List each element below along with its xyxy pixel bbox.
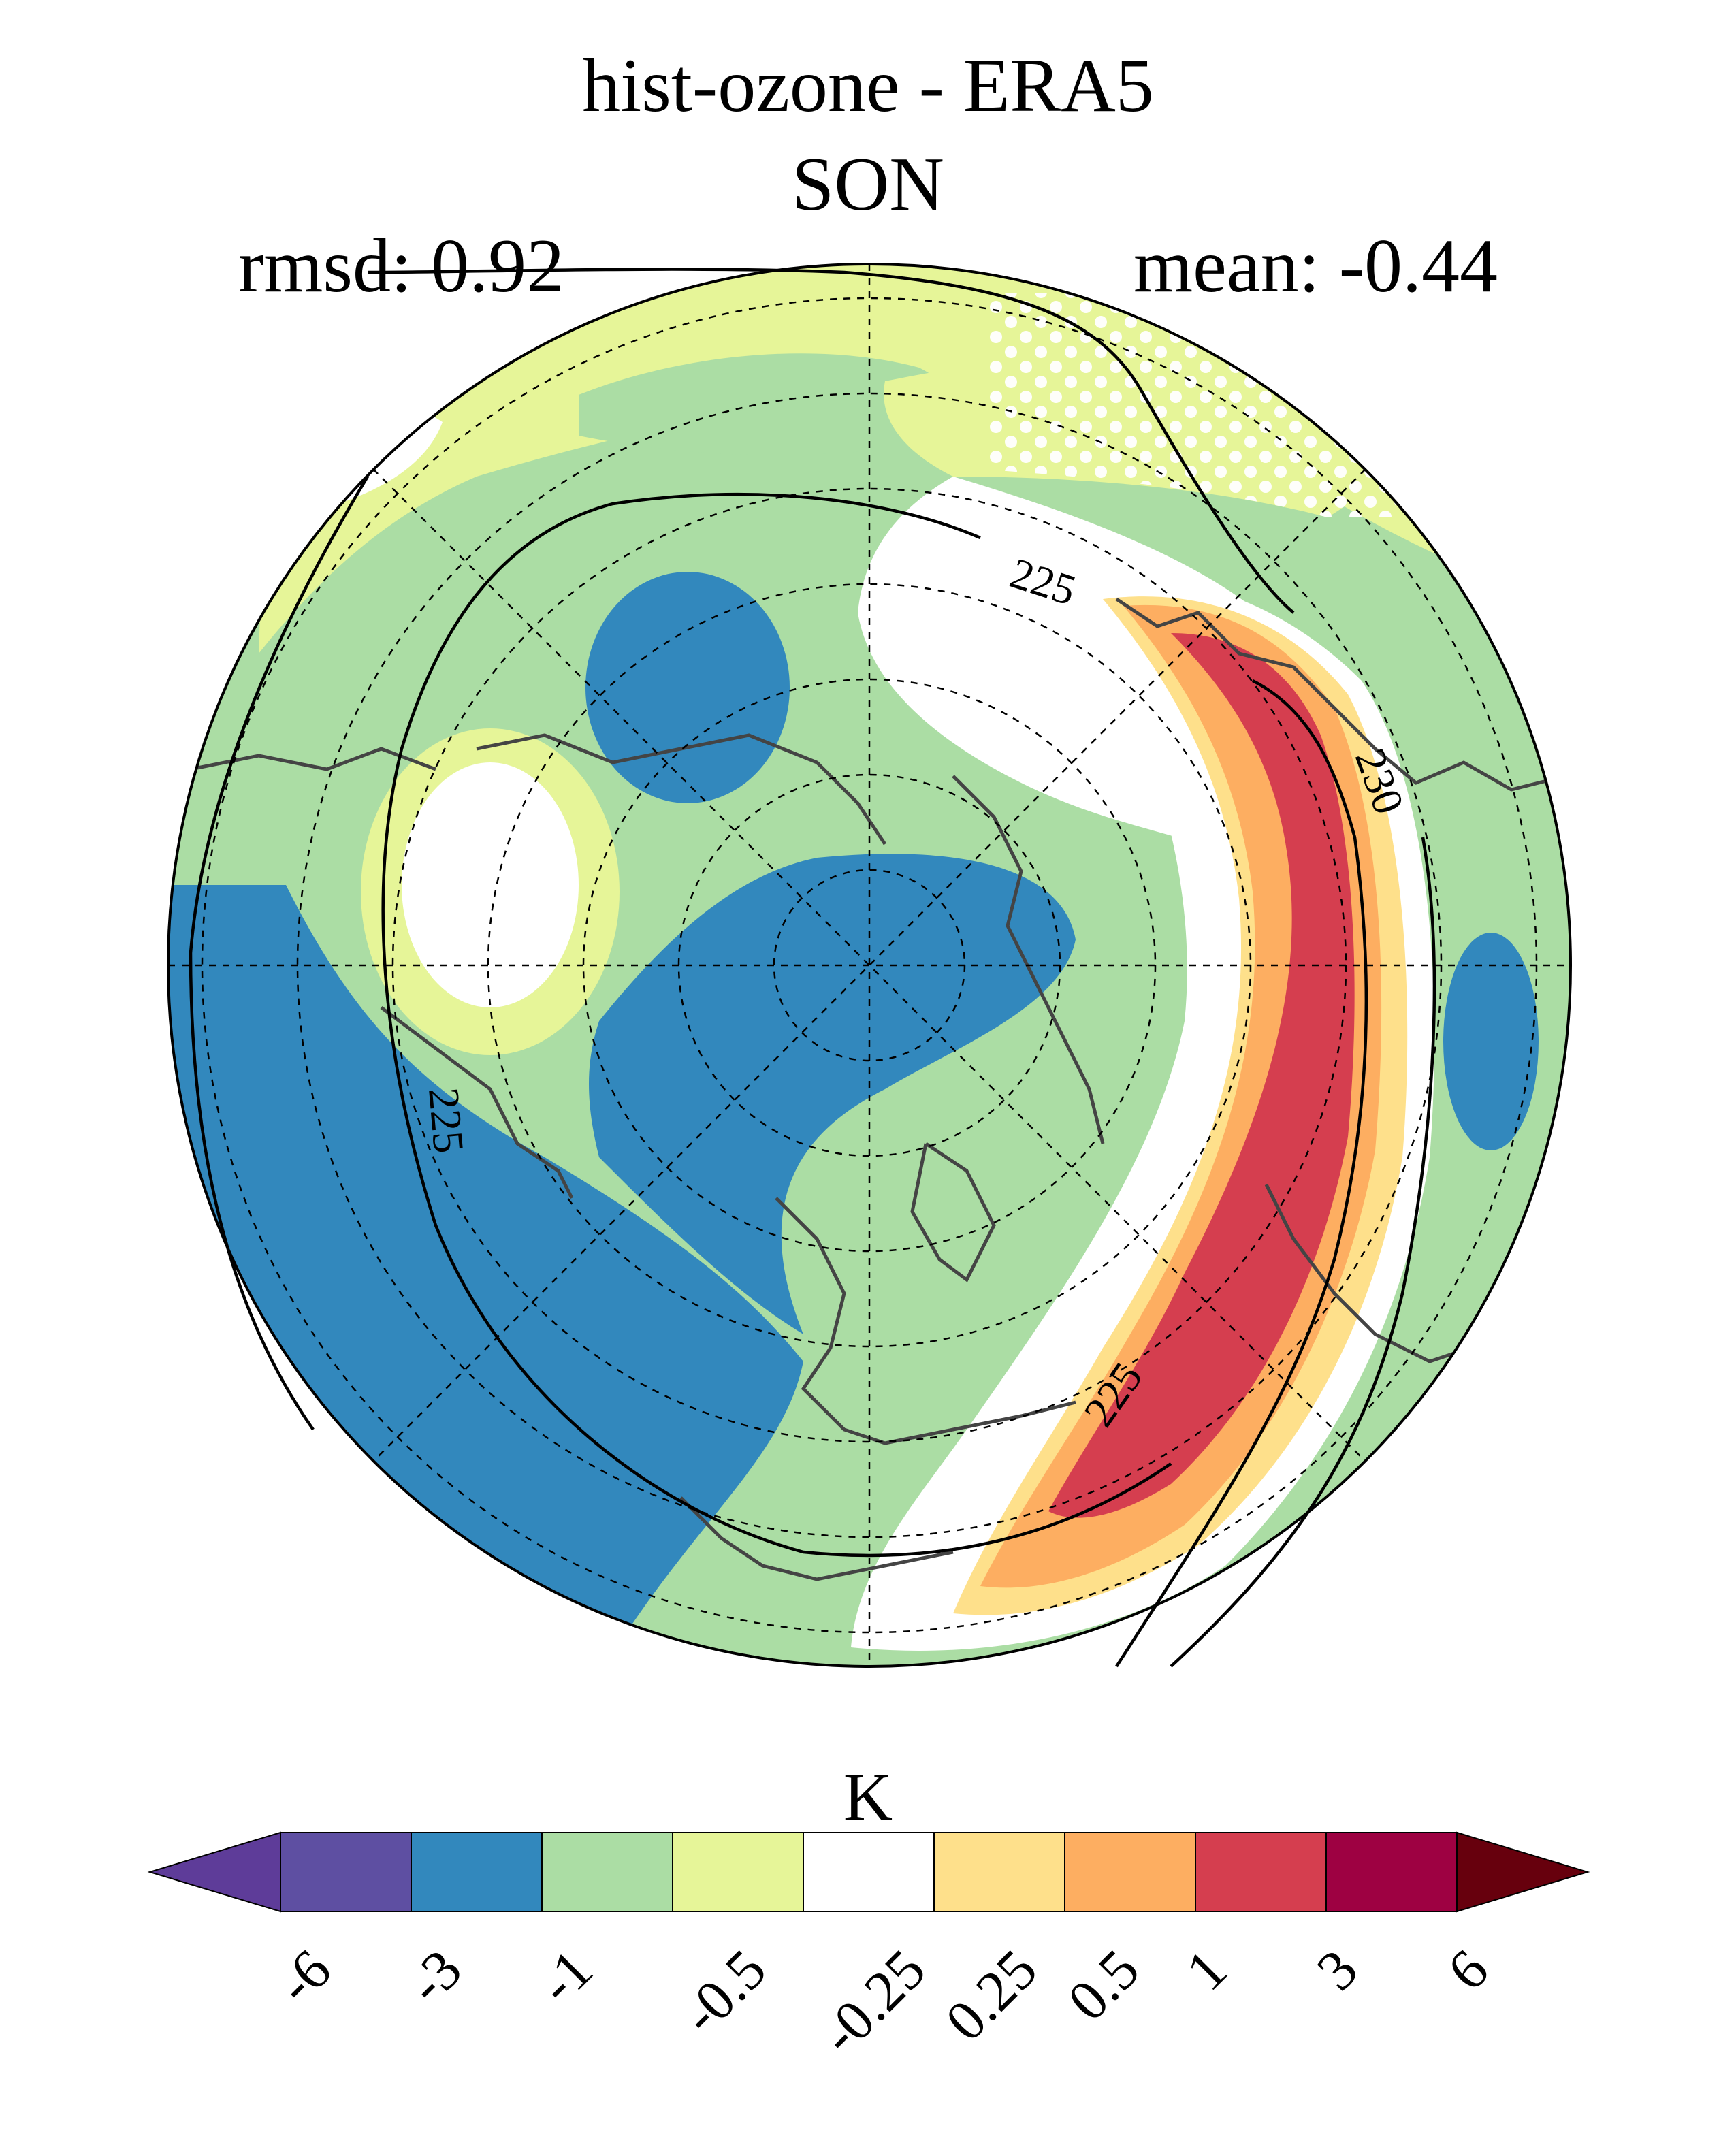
contour-outer-north: [367, 268, 1295, 614]
colorbar-low-arrow: [147, 1831, 281, 1913]
colorbar-bin-4: [672, 1832, 804, 1912]
contour-225-inner: [381, 493, 1172, 1558]
colorbar-bin-6: [933, 1832, 1065, 1912]
field-blue-north: [585, 572, 790, 803]
colorbar-unit: K: [843, 1759, 893, 1835]
map-title: hist-ozone - ERA5: [582, 44, 1154, 128]
contour-outer-west: [189, 475, 369, 1431]
colorbar-bin-2: [411, 1832, 543, 1912]
field-blue-east: [1443, 933, 1539, 1150]
coastline-africa: [679, 1496, 954, 1581]
mean-stat: mean: -0.44: [1134, 224, 1498, 308]
coastline-usa: [1264, 1183, 1471, 1363]
coastline-alaska: [1115, 597, 1566, 792]
contour-label-225-west: 225: [419, 1086, 473, 1155]
field-top-green: [579, 353, 954, 455]
colorbar-bin-7: [1064, 1832, 1196, 1912]
colorbar-bin-3: [541, 1832, 673, 1912]
colorbar-bin-9: [1325, 1832, 1458, 1912]
colorbar-high-arrow: [1456, 1831, 1590, 1913]
globe-outline: [167, 263, 1572, 1668]
coastline-europe: [775, 1197, 1076, 1445]
colorbar-bin-8: [1195, 1832, 1327, 1912]
field-white-west: [402, 762, 579, 1007]
season-label: SON: [791, 142, 945, 227]
field-blue-pole: [589, 854, 1076, 1334]
field-orange-band: [980, 604, 1382, 1588]
climatology-contours: [189, 268, 1436, 1668]
coastline-kamchatka: [380, 1006, 574, 1199]
rmsd-stat: rmsd: 0.92: [238, 224, 565, 308]
meridian-135: [372, 468, 1366, 1462]
meridian-45: [372, 468, 1366, 1462]
contour-230: [1115, 679, 1368, 1668]
colorbar-bin-5: [803, 1832, 935, 1912]
colorbar-bin-1: [280, 1832, 412, 1912]
graticule: [168, 264, 1571, 1666]
coastline-greenland: [910, 1142, 996, 1282]
coastline-siberia: [476, 733, 887, 845]
polar-map: 225 230 225 225: [167, 263, 1572, 1668]
field-red-band: [1048, 633, 1355, 1518]
contour-outer-east: [1170, 837, 1436, 1668]
